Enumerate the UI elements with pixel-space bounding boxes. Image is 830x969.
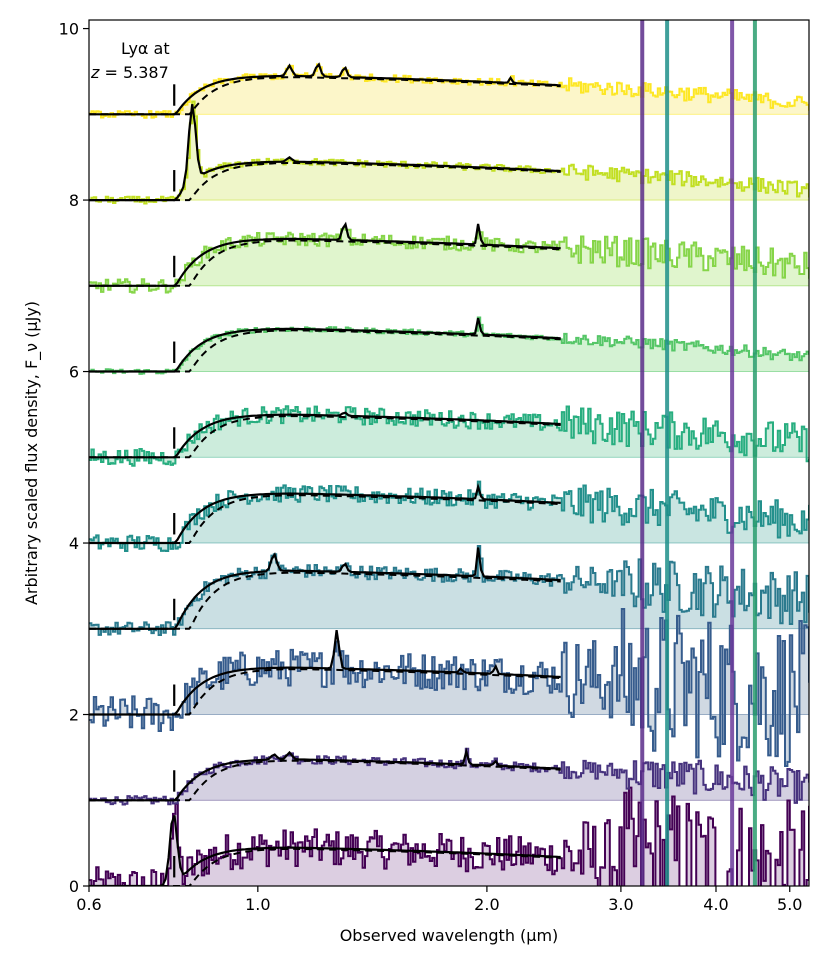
- spectrum-2-observed: [89, 608, 809, 767]
- spectrum-1-observed: [89, 747, 809, 806]
- model-fits: [89, 62, 561, 886]
- spectrum-8-fit: [89, 104, 561, 202]
- spectrum-5-fit: [89, 411, 561, 459]
- x-axis: 0.6 1.0 2.0 3.0 4.0 5.0: [76, 886, 802, 914]
- spectrum-9-fill: [89, 64, 809, 118]
- x-tick-label-5: 5.0: [777, 895, 802, 914]
- y-tick-label-2: 4: [69, 534, 79, 553]
- y-tick-label-1: 2: [69, 706, 79, 725]
- y-axis: 0 2 4 6 8 10: [59, 20, 89, 896]
- x-tick-label-0: 0.6: [76, 895, 101, 914]
- x-tick-label-2: 2.0: [474, 895, 499, 914]
- spectrum-4-fit: [89, 482, 561, 545]
- plot-frame: [88, 19, 810, 887]
- x-tick-label-1: 1.0: [245, 895, 270, 914]
- redshift-value: = 5.387: [99, 63, 168, 82]
- spectrum-3-fit: [89, 547, 561, 630]
- spectrum-7-fit: [89, 221, 561, 287]
- spectrum-2-fit: [89, 629, 561, 716]
- x-tick-label-4: 4.0: [703, 895, 728, 914]
- lya-annotation-line1: Lyα at: [121, 39, 170, 58]
- spectrum-7-observed: [89, 226, 809, 294]
- spectrum-5-observed: [89, 405, 809, 467]
- y-tick-label-5: 10: [59, 20, 79, 39]
- spectrum-6-fit: [89, 317, 561, 373]
- x-tick-label-3: 3.0: [608, 895, 633, 914]
- y-axis-label: Arbitrary scaled flux density, F_ν (μJy): [22, 301, 42, 605]
- redshift-symbol: z: [90, 63, 100, 82]
- spectrum-8-fill: [89, 101, 809, 204]
- spectrum-1-fit: [89, 747, 561, 802]
- spectrum-4-observed: [89, 480, 809, 552]
- y-tick-label-4: 8: [69, 191, 79, 210]
- lya-annotation-line2: z = 5.387: [90, 63, 169, 82]
- spectrum-9-fit: [89, 62, 561, 116]
- y-tick-label-0: 0: [69, 877, 79, 896]
- spectrum-0-fit: [89, 815, 561, 886]
- y-tick-label-3: 6: [69, 363, 79, 382]
- x-axis-label: Observed wavelength (μm): [340, 926, 559, 945]
